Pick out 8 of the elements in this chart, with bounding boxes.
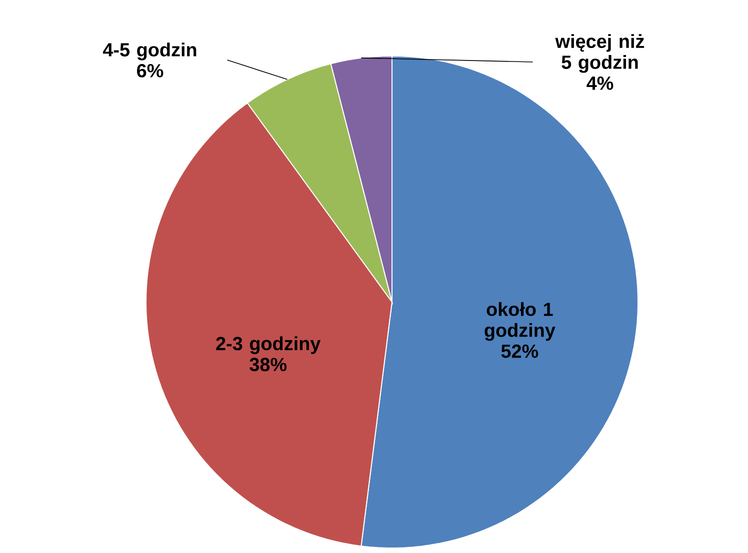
slice-label: 4-5 godzin: [102, 42, 196, 60]
data-label: 4%: [586, 76, 614, 90]
slice-label: około 1 godziny: [484, 302, 556, 341]
data-label: 52%: [501, 344, 538, 358]
slice-label: 2-3 godziny: [216, 336, 321, 354]
data-label: 6%: [137, 64, 164, 78]
data-label: 38%: [250, 358, 287, 372]
slice-label: więcej niż 5 godzin: [555, 34, 644, 73]
